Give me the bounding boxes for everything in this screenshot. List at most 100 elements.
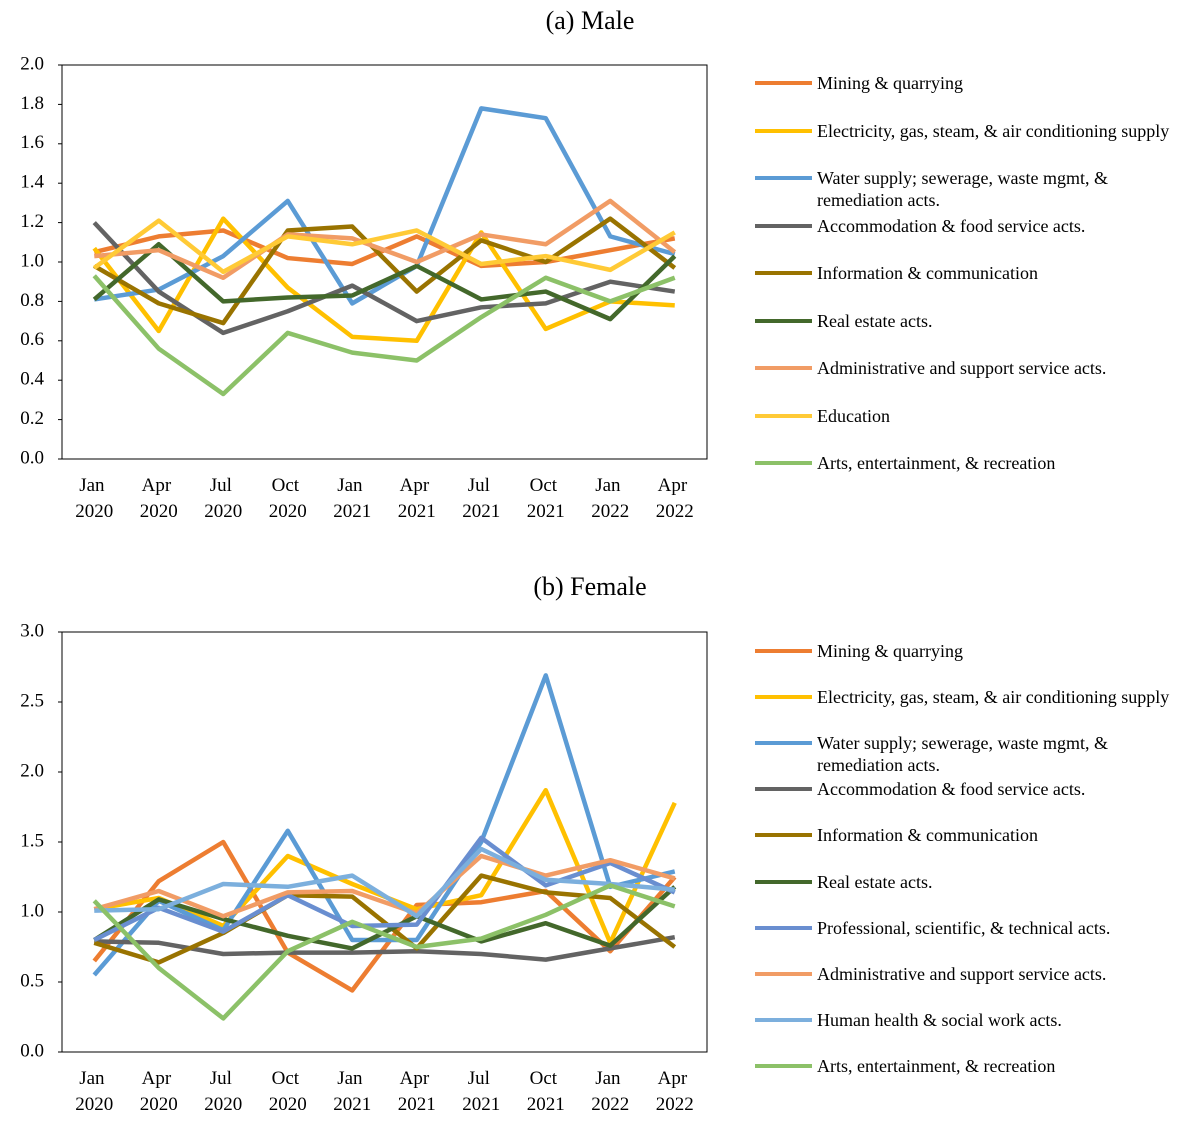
y-tick-label: 0.8 xyxy=(20,290,44,311)
legend-swatch xyxy=(755,366,812,370)
x-tick-line: Jul xyxy=(210,475,237,496)
y-tick-label: 1.0 xyxy=(20,900,44,921)
x-tick-label: Jan 2021 xyxy=(333,475,371,522)
x-tick-line: 2021 xyxy=(527,501,565,522)
legend-label: Arts, entertainment, & recreation xyxy=(817,453,1056,473)
x-tick-line: Apr xyxy=(658,475,692,496)
x-tick-label: Jan 2020 xyxy=(75,1068,113,1115)
legend-swatch xyxy=(755,833,812,838)
y-tick-label: 0.0 xyxy=(20,447,44,468)
series-line xyxy=(93,873,677,965)
legend-swatch xyxy=(755,1017,812,1022)
x-tick-line: Jan xyxy=(337,475,367,496)
series-line xyxy=(93,853,676,919)
series-line xyxy=(92,218,676,275)
legend-label: Information & communication xyxy=(817,263,1038,283)
x-tick-line: 2022 xyxy=(656,1094,694,1115)
x-tick-label: Apr 2022 xyxy=(656,1068,694,1115)
legend-swatch xyxy=(755,81,812,85)
x-tick-line: Apr xyxy=(142,1068,176,1089)
x-tick-label: Jul 2020 xyxy=(204,475,242,522)
y-tick-label: 2.0 xyxy=(20,53,44,74)
legend-label: Information & communication xyxy=(817,825,1038,846)
series-line xyxy=(92,883,676,1021)
x-tick-line: 2020 xyxy=(75,1094,113,1115)
x-tick-label: Apr 2021 xyxy=(398,1068,436,1115)
x-tick-line: Jan xyxy=(337,1068,367,1089)
y-tick-label: 0.2 xyxy=(20,408,44,429)
x-tick-line: 2020 xyxy=(140,1094,178,1115)
series-line xyxy=(94,846,675,919)
y-tick-label: 1.5 xyxy=(20,830,44,851)
x-tick-line: 2021 xyxy=(462,501,500,522)
x-tick-line: 2020 xyxy=(75,501,113,522)
legend-swatch xyxy=(755,128,812,133)
x-tick-label: Jan 2020 xyxy=(75,475,113,522)
plot-area xyxy=(61,631,708,1053)
x-tick-label: Apr 2020 xyxy=(140,475,178,522)
x-tick-line: 2022 xyxy=(591,1094,629,1115)
legend-label: Administrative and support service acts. xyxy=(817,358,1107,378)
x-tick-label: Jan 2022 xyxy=(591,1068,629,1115)
legend-label: Mining & quarrying xyxy=(817,641,963,661)
y-tick-label: 2.5 xyxy=(20,690,44,711)
legend-label: Education xyxy=(817,405,890,426)
x-tick-line: 2020 xyxy=(140,501,178,522)
legend-swatch xyxy=(755,925,812,930)
y-tick-label: 1.2 xyxy=(20,211,44,232)
legend-swatch xyxy=(755,461,812,465)
x-tick-line: Jul xyxy=(468,1068,495,1089)
legend-label: Arts, entertainment, & recreation xyxy=(817,1055,1056,1076)
x-tick-label: Oct 2020 xyxy=(269,475,307,522)
x-tick-label: Apr 2021 xyxy=(398,475,436,522)
series-line xyxy=(94,198,677,281)
x-tick-line: Jul xyxy=(468,475,495,496)
x-tick-label: Apr 2022 xyxy=(656,475,694,522)
y-tick-label: 1.6 xyxy=(20,132,44,153)
legend-swatch xyxy=(755,1063,812,1068)
x-tick-label: Apr 2020 xyxy=(140,1068,178,1115)
legend-swatch xyxy=(755,787,812,792)
legend-swatch xyxy=(755,271,812,275)
legend-swatch xyxy=(755,413,812,418)
legend-label: Administrative and support service acts. xyxy=(817,963,1107,984)
y-tick-label: 1.0 xyxy=(20,250,44,271)
series-line xyxy=(92,839,677,993)
x-tick-line: Oct xyxy=(530,1068,562,1089)
x-tick-label: Oct 2020 xyxy=(269,1068,307,1115)
legend-swatch xyxy=(755,971,812,976)
x-tick-line: Apr xyxy=(658,1068,692,1089)
legend-swatch xyxy=(755,318,812,323)
chart-title: (a) Male xyxy=(546,6,635,35)
series-line xyxy=(92,242,677,322)
y-tick-label: 0.5 xyxy=(20,970,44,991)
x-tick-label: Jan 2021 xyxy=(333,1068,371,1115)
y-tick-label: 1.4 xyxy=(20,172,44,193)
legend-label: Human health & social work acts. xyxy=(817,1009,1062,1030)
legend-swatch xyxy=(755,879,812,884)
legend-label: Electricity, gas, steam, & air condition… xyxy=(817,687,1170,708)
legend-label: Mining & quarrying xyxy=(817,73,963,93)
x-tick-line: 2021 xyxy=(527,1094,565,1115)
x-tick-line: 2020 xyxy=(204,501,242,522)
x-tick-line: Oct xyxy=(530,475,562,496)
x-tick-line: 2021 xyxy=(398,1094,436,1115)
x-tick-line: 2022 xyxy=(656,501,694,522)
x-tick-line: Jan xyxy=(595,475,625,496)
y-tick-label: 2.0 xyxy=(20,760,44,781)
x-tick-label: Oct 2021 xyxy=(527,475,565,522)
legend-label: Water supply; sewerage, waste mgmt, & re… xyxy=(817,733,1108,776)
legend-label: Accommodation & food service acts. xyxy=(817,779,1086,800)
legend-swatch xyxy=(755,649,812,653)
legend-label: Real estate acts. xyxy=(817,871,933,892)
series-line xyxy=(93,835,676,943)
legend-swatch xyxy=(755,223,812,228)
x-tick-line: 2020 xyxy=(204,1094,242,1115)
x-tick-line: 2022 xyxy=(591,501,629,522)
chart-title: (b) Female xyxy=(533,572,646,601)
series-line xyxy=(92,673,676,977)
legend-label: Real estate acts. xyxy=(817,310,933,331)
legend-label: Electricity, gas, steam, & air condition… xyxy=(817,120,1170,141)
